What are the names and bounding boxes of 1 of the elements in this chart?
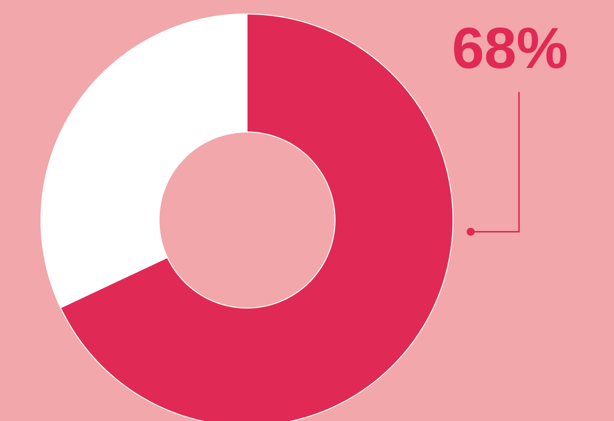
data-label: 68% [454, 27, 566, 69]
